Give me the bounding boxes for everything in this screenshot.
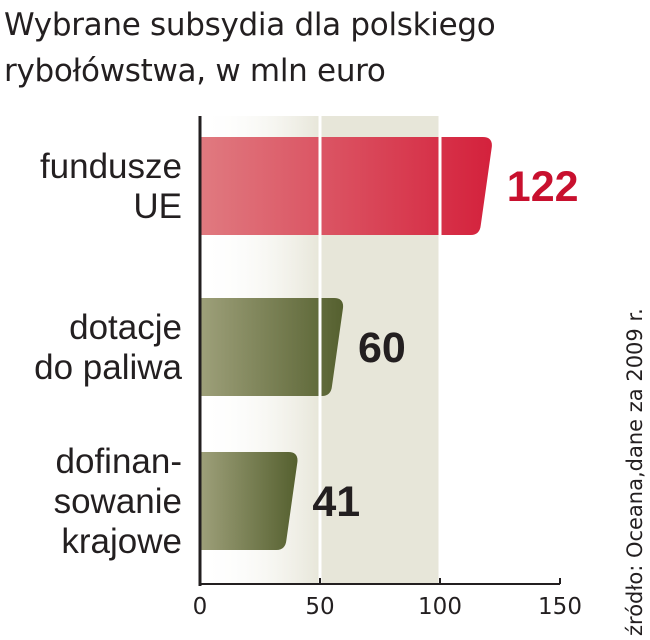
value-label-3: 41 [312,478,360,526]
x-tick-label-50: 50 [305,594,334,620]
category-label-3: dofinan-sowanie krajowe [54,442,182,561]
chart-title-line-1: Wybrane subsydia dla polskiego [4,7,496,43]
category-label-line: do paliwa [34,348,182,387]
bar-1 [200,137,492,235]
source-note: źródło: Oceana,dane za 2009 r. [623,308,647,636]
value-labels: 122 60 41 [312,163,578,526]
category-label-1: fundusze UE [40,147,182,226]
grid-lines [318,116,442,584]
chart-title: Wybrane subsydia dla polskiego rybołówstw… [4,2,604,94]
chart-title-line-2: rybołówstwa, w mln euro [4,53,386,89]
category-label-line: sowanie [54,482,182,521]
category-label-line: UE [133,187,182,226]
bar-3 [200,452,298,550]
x-tick-label-150: 150 [538,594,582,620]
category-label-line: dofinan- [56,442,182,481]
category-label-line: krajowe [61,522,182,561]
value-label-2: 60 [358,324,406,372]
x-tick-label-100: 100 [418,594,462,620]
bars [200,137,492,550]
bar-2 [200,298,344,396]
value-label-1: 122 [507,163,579,211]
category-label-line: fundusze [40,147,182,186]
x-tick-label-0: 0 [193,594,208,620]
category-labels: fundusze UE dotacje do paliwa dofinan-sowani… [34,147,182,561]
category-label-2: dotacje do paliwa [34,308,182,387]
category-label-line: dotacje [69,308,182,347]
axes: 0 50 100 150 [193,116,582,620]
